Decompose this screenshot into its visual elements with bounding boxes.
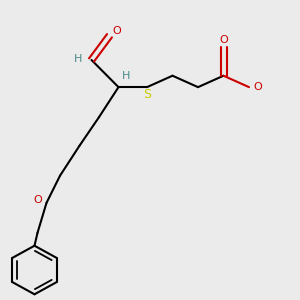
Text: H: H [122, 71, 130, 81]
Text: O: O [112, 26, 122, 36]
Text: O: O [219, 35, 228, 45]
Text: S: S [143, 88, 151, 101]
Text: O: O [33, 195, 42, 205]
Text: H: H [74, 54, 82, 64]
Text: O: O [254, 82, 262, 92]
